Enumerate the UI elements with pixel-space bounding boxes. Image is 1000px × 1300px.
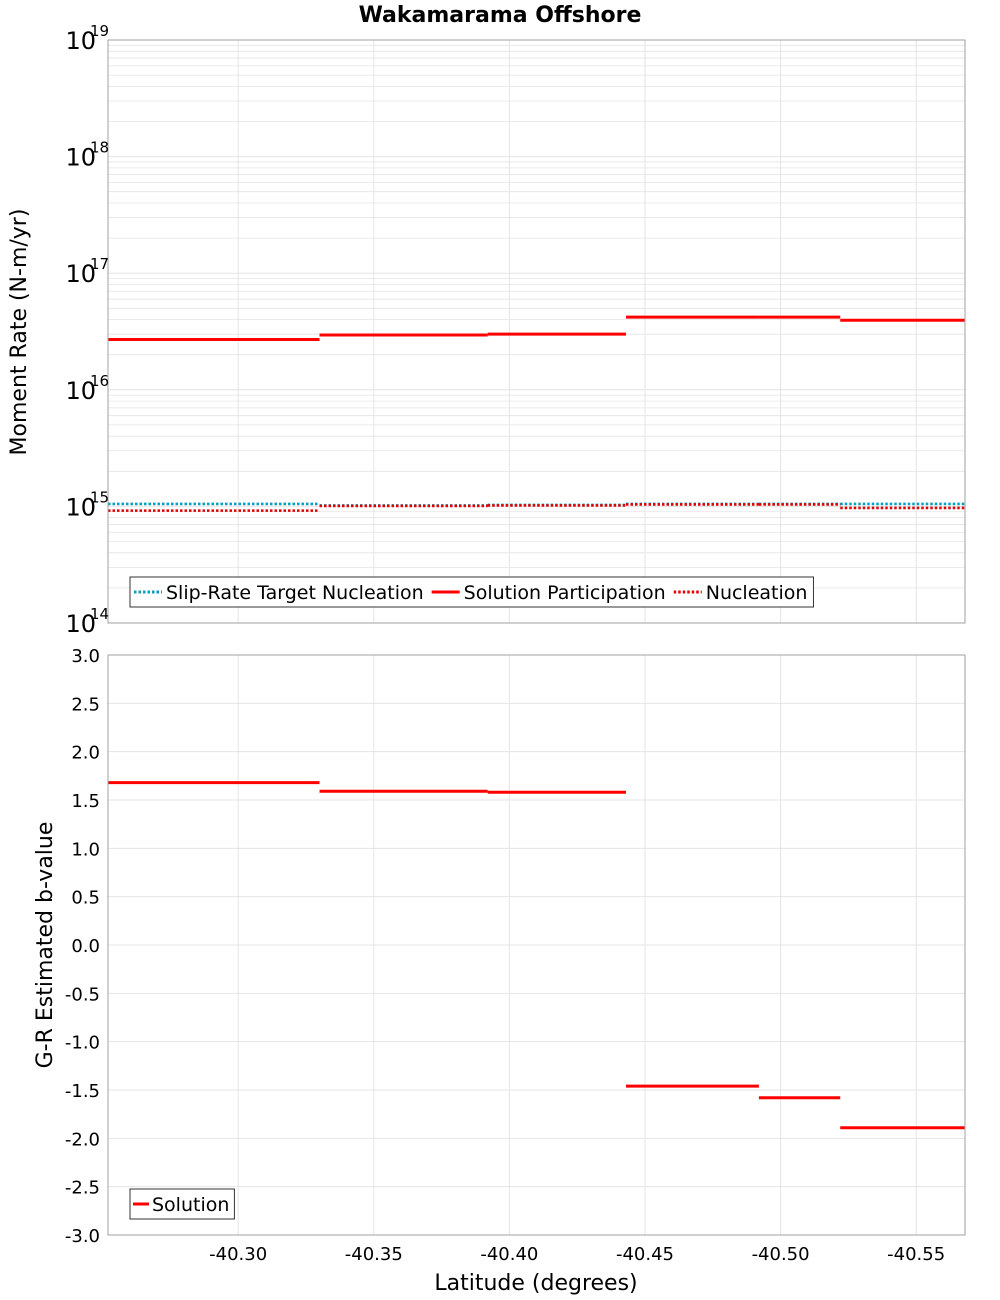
legend-label: Solution Participation	[464, 582, 666, 604]
top-legend: Slip-Rate Target Nucleation Solution Part…	[129, 576, 814, 608]
top-y-tick-exponent: 18	[90, 139, 109, 157]
top-y-tick-label: 10	[65, 493, 96, 521]
bottom-y-tick-label: 3.0	[71, 646, 100, 667]
bottom-plot-frame	[107, 654, 966, 1236]
bottom-legend: Solution	[129, 1188, 235, 1220]
legend-label: Nucleation	[706, 582, 808, 604]
bottom-y-tick-label: 2.5	[71, 694, 100, 715]
bottom-gridlines	[108, 654, 965, 1236]
top-plot-frame	[107, 39, 966, 624]
top-series-group	[108, 315, 965, 512]
bottom-y-tick-label: 2.0	[71, 743, 100, 764]
x-tick-label: -40.50	[752, 1244, 810, 1265]
top-y-tick-label: 10	[65, 610, 96, 638]
legend-label: Solution	[152, 1194, 229, 1216]
x-tick-label: -40.45	[616, 1244, 674, 1265]
top-y-tick-label: 10	[65, 260, 96, 288]
x-tick-labels: -40.30 -40.35 -40.40 -40.45 -40.50 -40.55	[209, 1244, 945, 1265]
bottom-series-group	[108, 781, 965, 1130]
top-y-tick-label: 10	[65, 144, 96, 172]
bottom-y-tick-label: 1.5	[71, 791, 100, 812]
x-tick-label: -40.55	[887, 1244, 945, 1265]
bottom-y-tick-label: -1.0	[65, 1033, 100, 1054]
top-y-tick-exponent: 16	[90, 372, 109, 390]
top-y-tick-exponent: 19	[90, 22, 109, 40]
x-axis-label: Latitude (degrees)	[434, 1271, 637, 1296]
bottom-y-tick-label: 0.5	[71, 888, 100, 909]
bottom-y-tick-label: -2.5	[65, 1178, 100, 1199]
bottom-y-tick-label: 0.0	[71, 936, 100, 957]
top-y-tick-label: 10	[65, 27, 96, 55]
bottom-y-tick-label: -3.0	[65, 1226, 100, 1247]
top-gridlines	[108, 40, 965, 624]
bottom-y-axis-label: G-R Estimated b-value	[33, 822, 58, 1069]
top-y-tick-label: 10	[65, 377, 96, 405]
bottom-y-tick-labels: 3.0 2.5 2.0 1.5 1.0 0.5 0.0 -0.5 -1.0 -1.5 -2.0 -2.…	[65, 646, 100, 1247]
chart-title: Wakamarama Offshore	[359, 3, 642, 28]
top-y-tick-exponent: 17	[90, 255, 109, 273]
top-y-axis-label: Moment Rate (N-m/yr)	[7, 209, 32, 456]
bottom-y-tick-label: -0.5	[65, 984, 100, 1005]
bottom-y-tick-label: -1.5	[65, 1081, 100, 1102]
legend-label: Slip-Rate Target Nucleation	[166, 582, 424, 604]
top-y-tick-exponent: 14	[90, 605, 109, 623]
top-legend-box	[129, 576, 814, 608]
bottom-y-tick-label: 1.0	[71, 839, 100, 860]
bottom-y-tick-label: -2.0	[65, 1129, 100, 1150]
top-y-tick-exponent: 15	[90, 488, 109, 506]
x-tick-label: -40.30	[209, 1244, 267, 1265]
x-tick-label: -40.40	[480, 1244, 538, 1265]
b-value-panel: 3.0 2.5 2.0 1.5 1.0 0.5 0.0 -0.5 -1.0 -1.5 -2.0 -2.…	[33, 646, 966, 1296]
x-tick-label: -40.35	[345, 1244, 403, 1265]
